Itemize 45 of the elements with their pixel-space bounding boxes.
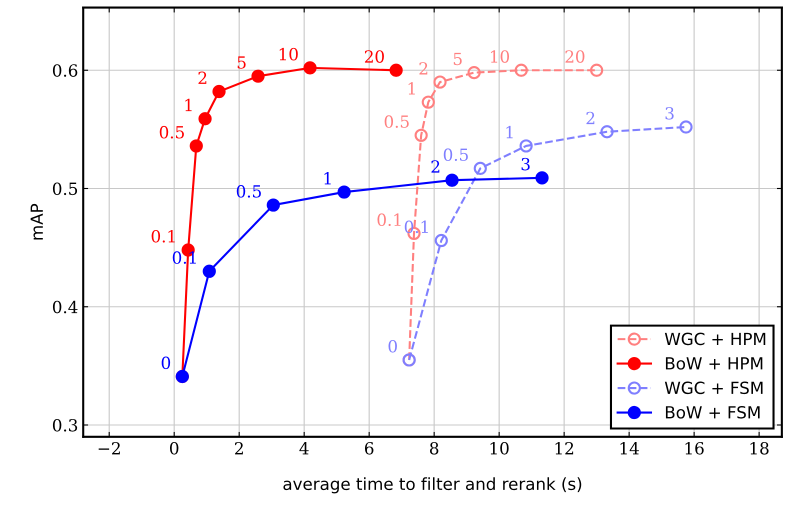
x-axis-title: average time to filter and rerank (s) — [283, 477, 582, 494]
y-tick-label: 0.5 — [52, 182, 78, 196]
x-tick-label: 18 — [750, 442, 769, 455]
legend-label: WGC + FSM — [664, 382, 763, 394]
annotation: 1 — [324, 172, 331, 184]
x-tick-label: 8 — [430, 442, 438, 455]
annotation: 2 — [419, 62, 428, 74]
y-tick-label: 0.6 — [52, 64, 78, 77]
annotation: 20 — [565, 50, 584, 63]
x-tick-label: 14 — [620, 442, 639, 454]
x-tick-label: 16 — [686, 442, 704, 455]
annotation: 10 — [280, 48, 298, 60]
y-tick-label: 0.3 — [52, 418, 78, 432]
x-tick-label: 4 — [299, 442, 309, 454]
annotation: 3 — [522, 158, 530, 170]
legend-label: BoW + HPM — [666, 357, 762, 370]
annotation: 10 — [490, 50, 510, 63]
annotation: 1 — [408, 82, 415, 95]
annotation: 0.5 — [160, 126, 184, 139]
x-tick-label: 0 — [170, 442, 178, 455]
annotation: 5 — [238, 56, 246, 69]
annotation: 2 — [586, 112, 594, 124]
annotation: 1 — [185, 98, 192, 112]
annotation: 0 — [388, 340, 397, 353]
annotation: 0.1 — [152, 230, 175, 243]
x-tick-label: 12 — [556, 442, 574, 454]
x-tick-label: 6 — [364, 442, 374, 455]
annotation: 0.5 — [384, 115, 409, 128]
legend-label: WGC + HPM — [664, 332, 766, 346]
x-tick-label: −2 — [98, 442, 120, 454]
annotation: 0.1 — [377, 213, 401, 226]
annotation: 3 — [666, 107, 674, 120]
annotation: 1 — [506, 126, 513, 138]
y-tick-label: 0.4 — [52, 300, 78, 314]
annotation: 2 — [431, 160, 440, 173]
annotation: 5 — [454, 52, 462, 66]
annotation: 20 — [364, 50, 384, 63]
legend-label: BoW + FSM — [666, 406, 760, 419]
annotation: 2 — [198, 72, 206, 84]
annotation: 0.5 — [236, 185, 261, 198]
annotation: 0.5 — [444, 148, 468, 161]
y-axis-title: mAP — [30, 204, 43, 240]
x-tick-label: 2 — [235, 442, 243, 454]
x-tick-label: 10 — [490, 442, 509, 455]
annotation: 0 — [162, 356, 170, 370]
